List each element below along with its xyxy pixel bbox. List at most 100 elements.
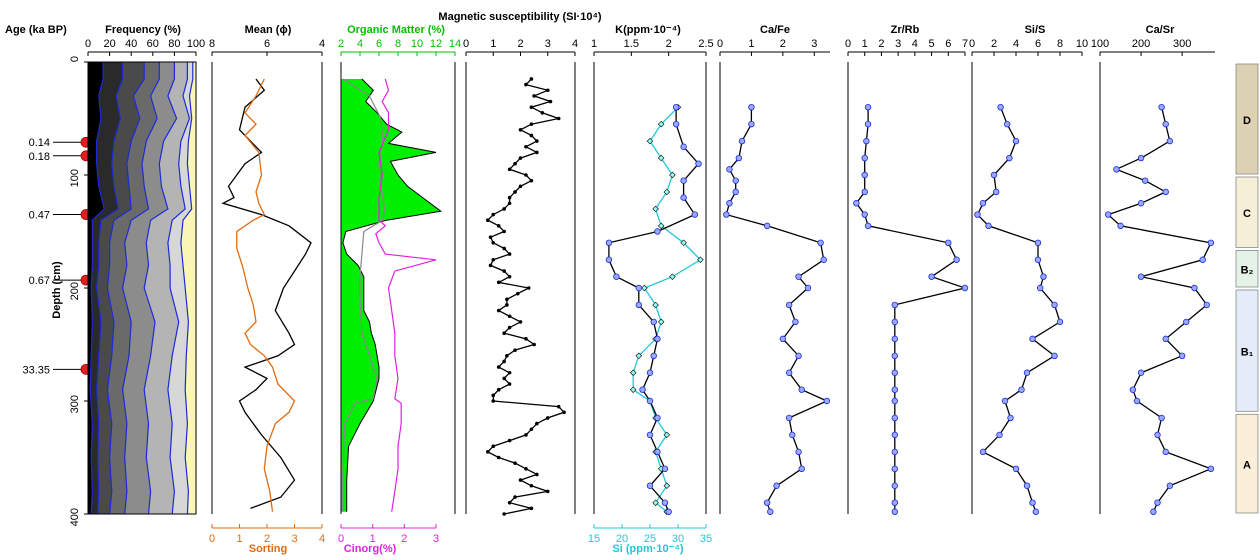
sis-point <box>1018 386 1025 393</box>
k-point <box>646 397 654 405</box>
zrrb-point <box>861 154 868 162</box>
magsus-point <box>502 269 506 273</box>
cinorg-tick-label: 0 <box>338 533 344 545</box>
depth-tick-label: 100 <box>69 169 81 187</box>
cafe-point <box>795 273 802 280</box>
zrrb-tick-label: 2 <box>878 38 884 50</box>
magsus-point <box>545 489 550 494</box>
sis-point <box>1051 301 1058 309</box>
magsus-point <box>518 320 523 324</box>
magsus-point <box>491 399 496 403</box>
k-point <box>605 256 613 263</box>
si-point <box>657 120 665 128</box>
magsus-point <box>529 133 534 138</box>
organic-tick-label: 2 <box>338 38 344 50</box>
sorting-tick-label: 3 <box>291 533 297 545</box>
frequency-boundary-line <box>89 62 105 515</box>
magsus-point <box>545 416 550 420</box>
casr-point <box>1183 318 1190 326</box>
cafe-point <box>723 211 730 218</box>
sis-point <box>1029 499 1036 506</box>
magsus-point <box>529 77 534 81</box>
magsus-point <box>486 218 490 222</box>
zrrb-point <box>891 508 898 515</box>
unit-block <box>1235 289 1259 412</box>
k-point <box>650 318 657 326</box>
magsus-point <box>524 82 528 87</box>
si-tick-label: 15 <box>588 533 600 545</box>
magsus-point <box>502 207 506 211</box>
magsus-point <box>524 337 528 341</box>
units-column: D C B₂ B₁ A <box>1235 63 1259 514</box>
si-point <box>629 369 637 377</box>
zrrb-point <box>945 239 952 246</box>
cinorg-tick-label: 2 <box>401 533 407 545</box>
cafe-point <box>804 284 812 292</box>
organic-line <box>342 78 443 512</box>
organic-tick-label: 12 <box>430 38 442 50</box>
cafe-point <box>726 166 733 173</box>
sis-point <box>1023 369 1031 376</box>
magsus-point <box>496 224 501 228</box>
magsus-point <box>535 421 539 426</box>
magsus-point <box>491 444 496 449</box>
casr-point <box>1137 273 1145 280</box>
sis-point <box>1032 508 1039 515</box>
magsus-point <box>505 303 509 307</box>
k-tick-label: 1 <box>591 38 597 50</box>
si-point <box>657 222 665 230</box>
cafe-point <box>738 137 746 145</box>
zrrb-point <box>861 171 868 179</box>
age-label: 0.14 <box>29 137 50 149</box>
si-point <box>657 318 665 326</box>
sis-point <box>996 431 1003 439</box>
sis-tick-label: 0 <box>969 38 975 50</box>
si-point <box>629 386 637 393</box>
k-point <box>639 386 646 393</box>
sorting-tick-label: 0 <box>209 533 215 545</box>
depth-axis: 0 100 200 300 400 Depth (cm) <box>51 56 89 526</box>
k-point <box>654 228 661 235</box>
zrrb-point <box>864 120 872 128</box>
casr-point <box>1162 188 1169 196</box>
sis-point <box>993 188 1000 196</box>
organic-tick-label: 14 <box>449 38 461 50</box>
magsus-tick-label: 0 <box>463 38 469 50</box>
casr-tick-label: 300 <box>1173 38 1191 50</box>
sis-point <box>1040 273 1047 280</box>
si-point <box>641 284 648 292</box>
si-point <box>663 431 671 439</box>
magsus-point <box>513 190 517 194</box>
k-point <box>661 465 669 472</box>
cafe-point <box>820 256 827 263</box>
sis-point <box>990 171 998 179</box>
k-point <box>654 448 661 456</box>
k-si-panel: K(ppm·10⁻⁴) 1 1.5 2 2.5 Si (ppm·10⁻⁴) 15 20 2… <box>588 24 714 555</box>
casr-point <box>1162 448 1169 456</box>
zrrb-point <box>891 465 898 472</box>
casr-title: Ca/Sr <box>1146 24 1175 36</box>
sis-title: Si/S <box>1025 24 1046 36</box>
k-point <box>646 482 654 489</box>
magsus-point <box>515 291 520 296</box>
zrrb-tick-label: 6 <box>945 38 951 50</box>
zrrb-tick-label: 0 <box>845 38 851 50</box>
magsus-point <box>562 410 566 415</box>
casr-point <box>1133 397 1141 405</box>
zrrb-point <box>864 222 872 230</box>
age-label: 0.67 <box>29 275 50 287</box>
casr-point <box>1137 369 1145 376</box>
sis-point <box>1012 465 1020 472</box>
magsus-point <box>507 314 512 319</box>
mean-tick-label: 8 <box>209 38 215 50</box>
depth-tick-label: 200 <box>69 282 81 300</box>
zrrb-point <box>891 448 898 456</box>
magsus-point <box>518 478 523 482</box>
frequency-boundary-line <box>106 62 145 515</box>
sis-panel: Si/S 0 2 4 6 8 10 <box>969 24 1088 515</box>
cinorg-tick-label: 1 <box>370 533 376 545</box>
casr-point <box>1207 465 1215 472</box>
magsus-point <box>535 139 539 143</box>
cafe-point <box>785 414 793 422</box>
unit-block <box>1235 63 1259 175</box>
